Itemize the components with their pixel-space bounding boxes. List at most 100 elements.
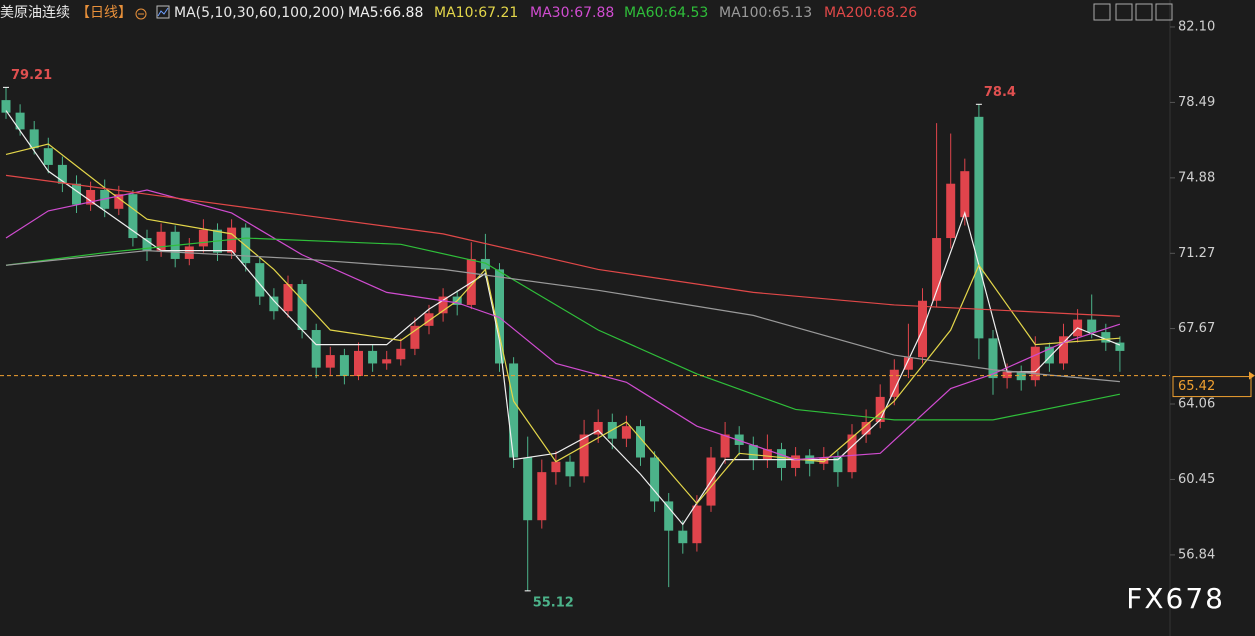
ma-line (5, 189, 1121, 461)
ma-line (5, 143, 1120, 505)
ma-line (5, 249, 1120, 383)
candle-body (283, 284, 293, 312)
candle-body (650, 457, 660, 502)
period: 【日线】 (76, 5, 132, 21)
candle-body (156, 231, 166, 251)
icon[interactable] (135, 8, 147, 20)
candle-body (354, 350, 363, 376)
candle-body (128, 194, 138, 239)
candle-body (1044, 346, 1054, 364)
candle-body (311, 330, 321, 368)
candle-body (1059, 336, 1068, 364)
candle-body (777, 449, 786, 468)
candle-body (57, 164, 67, 184)
indicator: MA(5,10,30,60,100,200) (174, 5, 345, 21)
candle-body (396, 348, 406, 360)
legend-entry: MA5:66.88 (348, 5, 423, 21)
candle-body (1, 100, 11, 113)
candle-body (537, 472, 547, 521)
candle-body (29, 129, 39, 149)
candle-body (579, 434, 589, 477)
last-price-box (1172, 376, 1252, 398)
candle-body (1101, 332, 1111, 343)
candle-body (297, 284, 307, 331)
candle-body (664, 501, 674, 531)
y-tick-label: 67.67 (1178, 321, 1215, 336)
candle-body (1016, 371, 1026, 381)
candle-body (819, 457, 829, 464)
candle-body (692, 505, 702, 544)
candle-body (438, 296, 448, 314)
last-price-label: 65.42 (1178, 379, 1215, 394)
indicator-icon (157, 7, 169, 17)
ma-line (5, 110, 1121, 526)
candle-body (903, 357, 913, 370)
candle-body (762, 449, 772, 460)
chart-title: 美原油连续 (0, 4, 70, 21)
candle-body (734, 434, 744, 445)
legend-entry: MA30:67.88 (530, 5, 614, 21)
candle-body (748, 444, 758, 460)
candle-body (636, 426, 645, 458)
candle-body (72, 183, 81, 205)
candle-body (43, 148, 53, 165)
candle-body (988, 338, 998, 379)
candle-body (932, 238, 942, 301)
legend-entry: MA10:67.21 (434, 5, 518, 21)
tool-button[interactable] (1155, 3, 1173, 21)
ma-line (5, 174, 1120, 317)
add-icon[interactable] (135, 8, 147, 20)
candle-body (325, 355, 335, 368)
y-tick-label: 74.88 (1178, 170, 1215, 185)
candle-body (1002, 371, 1012, 379)
candle-body (269, 296, 279, 312)
candle-body (875, 396, 885, 422)
candle-body (523, 457, 533, 521)
toolbar (1093, 3, 1173, 21)
candle-body (382, 359, 392, 364)
candle-body (847, 434, 857, 473)
candle-body (565, 461, 575, 477)
candle-body (1087, 319, 1097, 333)
candle-body (368, 350, 378, 364)
legend-entry: MA100:65.13 (719, 5, 812, 21)
candle-body (974, 116, 984, 339)
tool-button[interactable] (1135, 3, 1153, 21)
candle-body (86, 189, 96, 205)
candle-body (339, 355, 349, 376)
y-tick-label: 71.27 (1178, 246, 1215, 261)
candle-body (889, 369, 899, 397)
indicator-icon[interactable] (156, 5, 170, 19)
y-tick-label: 56.84 (1178, 547, 1215, 562)
candle-body (1030, 346, 1040, 381)
tool-button[interactable] (1093, 3, 1111, 21)
tool-button[interactable] (1115, 3, 1133, 21)
legend-entry: MA60:64.53 (624, 5, 708, 21)
candle-body (255, 263, 265, 297)
candle-body (621, 426, 631, 439)
legend-entry: MA200:68.26 (824, 5, 917, 21)
y-tick-label: 64.06 (1178, 397, 1215, 412)
annotation: 79.21 (11, 68, 52, 83)
candle-body (720, 434, 730, 458)
candle-body (551, 461, 561, 473)
y-tick-label: 78.49 (1178, 95, 1215, 110)
ma-line (5, 237, 1121, 421)
watermark: FX678 (1126, 582, 1225, 615)
candle-body (678, 530, 688, 544)
candle-body (791, 455, 801, 468)
last-price-arrow (1249, 371, 1255, 380)
candle-body (424, 313, 434, 326)
candle-body (960, 171, 970, 218)
candle-body (227, 227, 237, 253)
candle-body (593, 421, 603, 435)
candle-body (946, 183, 956, 239)
candle-body (15, 112, 25, 130)
candle-body (861, 421, 871, 435)
annotation: 55.12 (533, 595, 574, 610)
candle-body (142, 238, 152, 251)
candle-body (495, 269, 504, 364)
y-tick-label: 60.45 (1178, 472, 1215, 487)
